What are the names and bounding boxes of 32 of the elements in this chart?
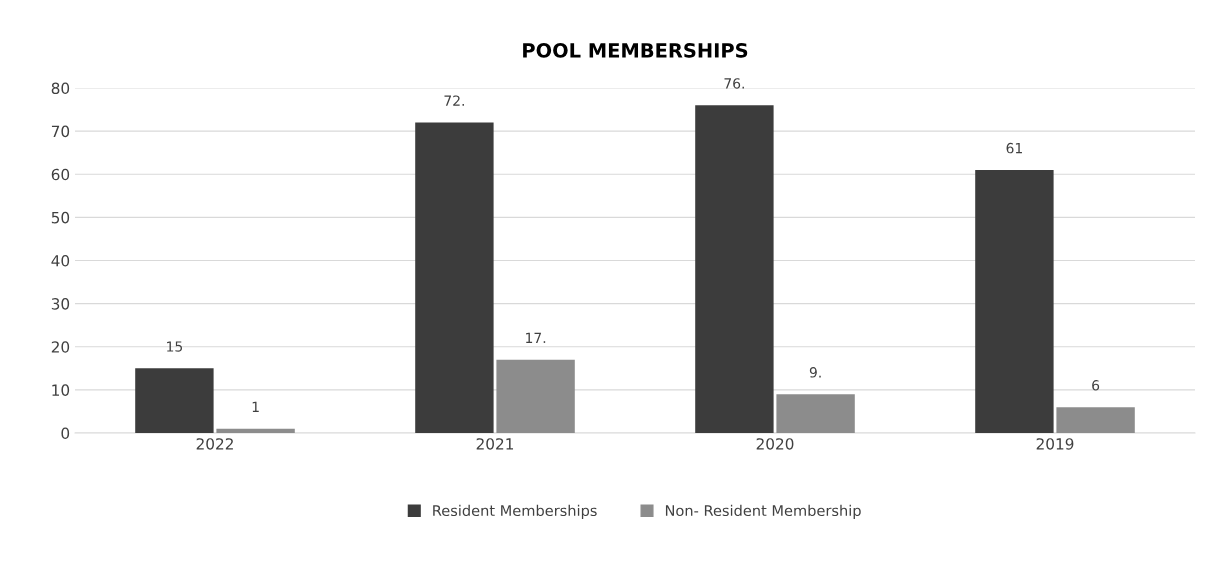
x-tick-label: 2021: [476, 438, 514, 450]
bar: [216, 428, 295, 433]
data-label: 9.: [809, 367, 821, 378]
y-tick-label: 30: [51, 298, 70, 310]
x-tick-label: 2020: [756, 438, 794, 450]
bar: [135, 368, 214, 433]
bar: [1056, 407, 1135, 433]
y-tick-label: 60: [51, 168, 70, 181]
legend-label: Non- Resident Membership: [665, 504, 861, 519]
y-tick-label: 40: [51, 254, 70, 267]
bar: [496, 359, 575, 433]
data-label: 76.: [724, 78, 744, 89]
data-label: 72.: [444, 95, 464, 106]
y-tick-label: 10: [52, 384, 70, 396]
y-tick-label: 20: [51, 341, 70, 353]
y-tick-label: 70: [51, 125, 70, 138]
data-label: 6: [1092, 380, 1100, 391]
y-tick-label: 0: [61, 427, 70, 440]
y-tick-label: 50: [51, 211, 70, 224]
legend-label: Resident Memberships: [433, 504, 597, 519]
data-label: 61: [1006, 142, 1022, 154]
data-label: 15: [167, 341, 183, 352]
bar: [695, 105, 774, 433]
chart-title: POOL MEMBERSHIPS: [523, 43, 748, 58]
data-label: 17.: [526, 332, 546, 343]
bar: [975, 169, 1054, 433]
bar: [415, 122, 494, 433]
bar: [776, 394, 855, 433]
x-tick-label: 2019: [1036, 438, 1074, 450]
x-tick-label: 2022: [196, 438, 233, 450]
y-tick-label: 80: [51, 82, 70, 95]
data-label: 1: [252, 401, 259, 412]
